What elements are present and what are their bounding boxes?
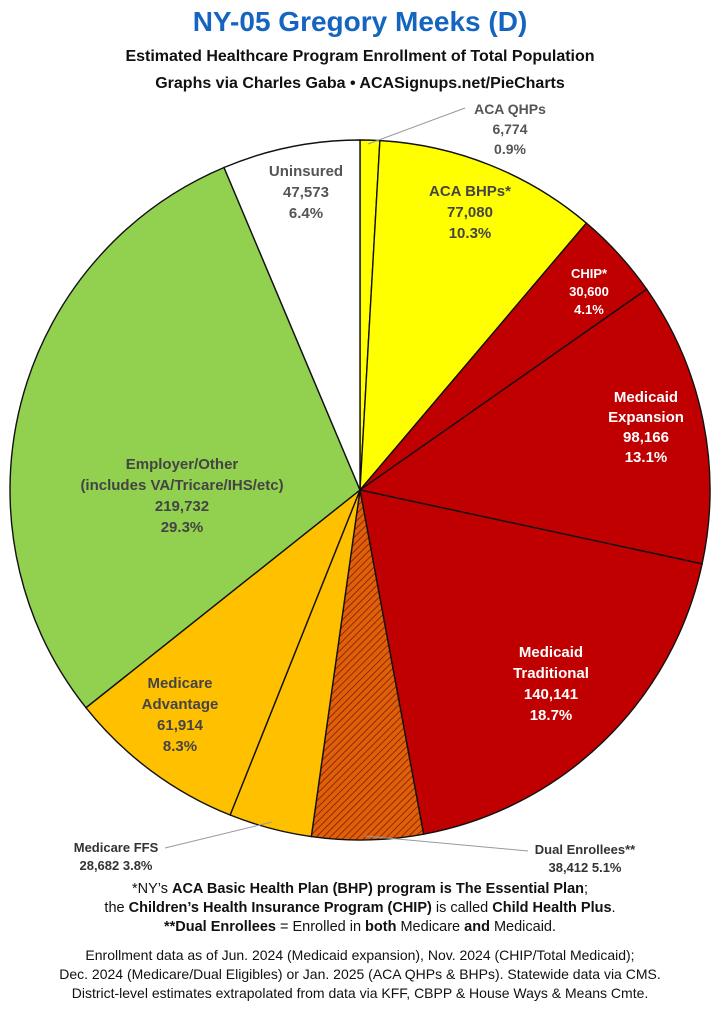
label-uninsured-1: 47,573 bbox=[283, 184, 329, 201]
leader-dual bbox=[364, 835, 529, 852]
chart-subtitle: Estimated Healthcare Program Enrollment … bbox=[125, 48, 595, 65]
slice-labels: ACA QHPs 6,774 0.9% ACA BHPs* 77,080 10.3% CHI… bbox=[74, 101, 684, 875]
footnote-dual: **Dual Enrollees = Enrolled in both Medi… bbox=[163, 919, 557, 935]
slice-aca-bhps bbox=[359, 139, 588, 493]
label-medicaid-trad-3: 18.7% bbox=[530, 707, 573, 724]
label-chip-0: CHIP* bbox=[571, 266, 608, 281]
label-employer-2: 219,732 bbox=[155, 498, 209, 515]
label-medicare-ffs-0: Medicare FFS bbox=[74, 840, 159, 855]
slice-employer-other-includes-va-tricare-ihs-etc bbox=[9, 166, 361, 709]
label-medicaid-exp-2: 98,166 bbox=[623, 429, 669, 446]
label-uninsured-2: 6.4% bbox=[289, 205, 323, 222]
label-dual-0: Dual Enrollees** bbox=[535, 842, 636, 857]
label-medicare-adv-3: 8.3% bbox=[163, 738, 197, 755]
leader-lines bbox=[164, 107, 529, 852]
label-aca-bhp-0: ACA BHPs* bbox=[429, 183, 511, 200]
label-aca-qhp-1: 6,774 bbox=[492, 121, 527, 137]
label-aca-bhp-2: 10.3% bbox=[449, 225, 492, 242]
page-title: NY-05 Gregory Meeks (D) bbox=[192, 6, 528, 37]
label-medicare-adv-0: Medicare bbox=[147, 675, 212, 692]
label-aca-qhp-2: 0.9% bbox=[494, 141, 526, 157]
label-medicare-ffs-1: 28,682 3.8% bbox=[79, 858, 152, 873]
label-chip-2: 4.1% bbox=[574, 302, 604, 317]
label-chip-1: 30,600 bbox=[569, 284, 609, 299]
label-medicaid-trad-1: Traditional bbox=[513, 665, 589, 682]
pie-slices bbox=[9, 139, 711, 841]
label-medicare-adv-2: 61,914 bbox=[157, 717, 204, 734]
label-medicaid-exp-3: 13.1% bbox=[625, 449, 668, 466]
footer-source-1: Enrollment data as of Jun. 2024 (Medicai… bbox=[85, 947, 635, 963]
label-aca-bhp-1: 77,080 bbox=[447, 204, 493, 221]
label-medicaid-trad-2: 140,141 bbox=[524, 686, 578, 703]
label-dual-1: 38,412 5.1% bbox=[548, 860, 621, 875]
pie-chart: ACA QHPs 6,774 0.9% ACA BHPs* 77,080 10.3% CHI… bbox=[9, 101, 711, 875]
footer-source-3: District-level estimates extrapolated fr… bbox=[71, 985, 649, 1001]
slice-medicaid-expansion bbox=[358, 288, 711, 565]
chart-credit: Graphs via Charles Gaba • ACASignups.net… bbox=[155, 75, 565, 92]
label-employer-1: (includes VA/Tricare/IHS/etc) bbox=[80, 477, 283, 494]
footnote-chip: the Children’s Health Insurance Program … bbox=[104, 900, 616, 916]
label-medicare-adv-1: Advantage bbox=[142, 696, 219, 713]
footer-source-2: Dec. 2024 (Medicare/Dual Eligibles) or J… bbox=[59, 966, 661, 982]
label-medicaid-exp-0: Medicaid bbox=[614, 389, 678, 406]
slice-medicaid-traditional bbox=[359, 489, 703, 835]
slice-uninsured bbox=[223, 139, 361, 491]
footnote-bhp: *NY’s ACA Basic Health Plan (BHP) progra… bbox=[131, 881, 589, 897]
label-medicaid-exp-1: Expansion bbox=[608, 409, 684, 426]
leader-aca-qhp bbox=[367, 107, 466, 145]
slice-medicare-advantage bbox=[84, 487, 362, 816]
label-employer-3: 29.3% bbox=[161, 519, 204, 536]
label-medicaid-trad-0: Medicaid bbox=[519, 644, 583, 661]
label-aca-qhp-0: ACA QHPs bbox=[474, 101, 546, 117]
leader-medicare-ffs bbox=[164, 821, 273, 849]
label-employer-0: Employer/Other bbox=[126, 456, 239, 473]
label-uninsured-0: Uninsured bbox=[269, 163, 343, 180]
